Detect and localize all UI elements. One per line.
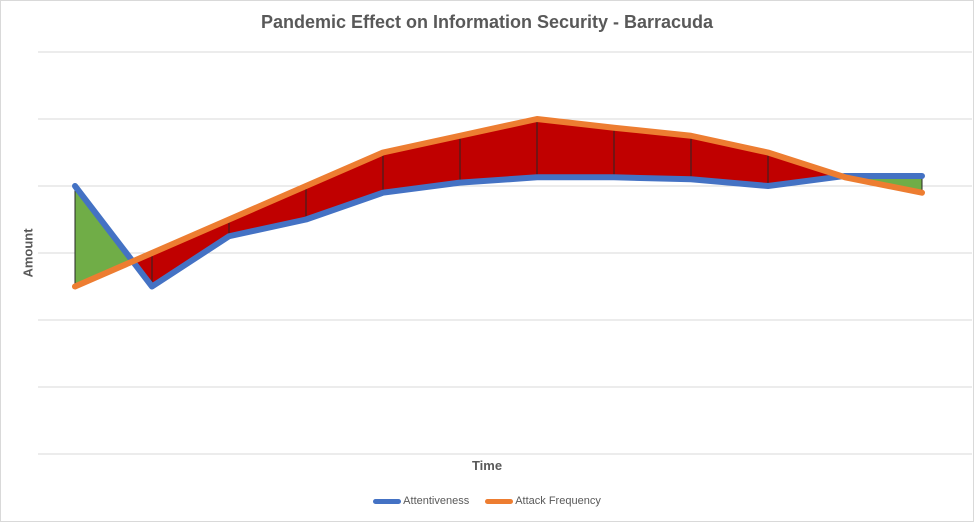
legend-item-attentiveness: Attentiveness [373,495,469,507]
legend-item-attack-frequency: Attack Frequency [485,495,601,507]
difference-fills [75,119,922,287]
legend-swatch-attack-frequency [485,498,514,504]
legend-swatch-attentiveness [373,498,402,504]
legend-label-attentiveness: Attentiveness [403,495,470,507]
series-line-attack-frequency [72,116,925,290]
drop-lines [74,119,923,287]
difference-fill [306,152,383,220]
x-axis-title: Time [471,458,503,473]
chart-title: Pandemic Effect on Information Security … [260,12,714,32]
legend: Attentiveness Attack Frequency [0,495,974,507]
series-lines [72,116,925,290]
difference-fill [75,186,133,287]
difference-fill [460,119,537,183]
difference-fill [152,219,229,287]
series-line-attentiveness [72,172,925,290]
difference-fill [614,127,691,180]
gridlines [38,51,972,455]
y-axis-title: Amount [20,228,36,278]
legend-label-attack-frequency: Attack Frequency [515,495,601,507]
difference-fill [537,119,614,178]
